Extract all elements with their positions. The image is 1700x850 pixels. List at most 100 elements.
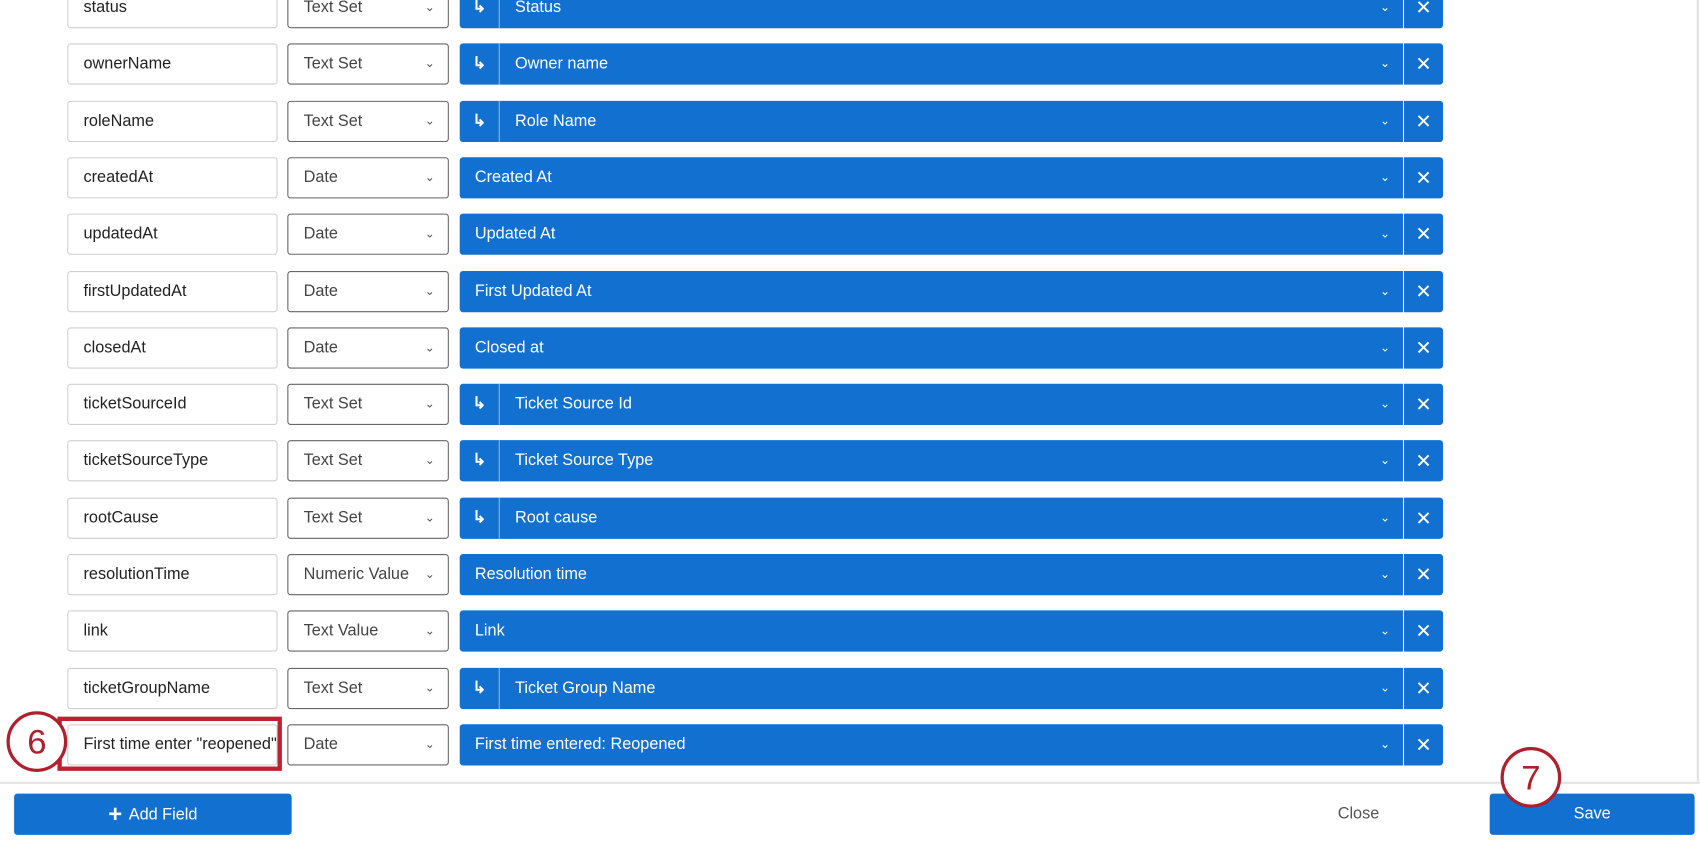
chevron-down-icon: ⌄: [1379, 454, 1390, 468]
remove-field-button[interactable]: ✕: [1404, 213, 1444, 255]
remove-field-button[interactable]: ✕: [1404, 327, 1444, 369]
field-name-input[interactable]: link: [67, 610, 278, 652]
annotation-step-7: 7: [1500, 747, 1562, 808]
remove-field-button[interactable]: ✕: [1404, 0, 1444, 29]
field-name-input[interactable]: First time enter "reopened": [67, 724, 278, 766]
remove-field-button[interactable]: ✕: [1404, 667, 1444, 709]
field-type-select[interactable]: Text Set ⌄: [287, 100, 449, 142]
field-row: rootCause Text Set ⌄ ↳ Root cause ⌄ ✕: [0, 497, 1700, 539]
field-type-select[interactable]: Text Value ⌄: [287, 610, 449, 652]
field-mapping-select[interactable]: Created At ⌄: [459, 157, 1403, 199]
field-name-input[interactable]: ticketSourceType: [67, 440, 278, 482]
field-type-select[interactable]: Date ⌄: [287, 270, 449, 312]
field-row: ticketSourceType Text Set ⌄ ↳ Ticket Sourc…: [0, 440, 1700, 482]
remove-field-button[interactable]: ✕: [1404, 724, 1444, 766]
field-mapping-select[interactable]: ↳ Ticket Group Name ⌄: [459, 667, 1403, 709]
chevron-down-icon: ⌄: [1379, 114, 1390, 128]
arrow-return-icon: ↳: [460, 497, 500, 539]
field-row: status Text Set ⌄ ↳ Status ⌄ ✕: [0, 0, 1700, 29]
field-mapping-select[interactable]: Updated At ⌄: [459, 213, 1403, 255]
arrow-return-icon: ↳: [460, 667, 500, 709]
field-mapping-select[interactable]: Resolution time ⌄: [459, 554, 1403, 596]
arrow-return-icon: ↳: [460, 0, 500, 29]
remove-field-button[interactable]: ✕: [1404, 157, 1444, 199]
remove-field-button[interactable]: ✕: [1404, 383, 1444, 426]
remove-field-button[interactable]: ✕: [1404, 497, 1444, 539]
field-type-select[interactable]: Text Set ⌄: [287, 43, 449, 85]
field-mapping-select[interactable]: First time entered: Reopened ⌄: [459, 724, 1403, 766]
chevron-down-icon: ⌄: [424, 511, 435, 525]
chevron-down-icon: ⌄: [424, 398, 435, 412]
field-row: ticketGroupName Text Set ⌄ ↳ Ticket Group …: [0, 667, 1700, 709]
field-mapping-select[interactable]: ↳ Ticket Source Id ⌄: [459, 383, 1403, 426]
chevron-down-icon: ⌄: [424, 681, 435, 695]
field-name-input[interactable]: firstUpdatedAt: [67, 270, 278, 312]
field-name-input[interactable]: closedAt: [67, 327, 278, 369]
field-mapping-select[interactable]: First Updated At ⌄: [459, 270, 1403, 312]
remove-field-button[interactable]: ✕: [1404, 43, 1444, 85]
field-type-select[interactable]: Text Set ⌄: [287, 0, 449, 29]
close-icon: ✕: [1415, 563, 1432, 586]
close-icon: ✕: [1415, 223, 1432, 246]
field-mapping-select[interactable]: ↳ Owner name ⌄: [459, 43, 1403, 85]
field-name-input[interactable]: ticketSourceId: [67, 383, 278, 426]
add-field-button[interactable]: + Add Field: [14, 793, 292, 835]
remove-field-button[interactable]: ✕: [1404, 440, 1444, 482]
chevron-down-icon: ⌄: [424, 454, 435, 468]
field-mapping-select[interactable]: Link ⌄: [459, 610, 1403, 652]
chevron-down-icon: ⌄: [1379, 57, 1390, 71]
annotation-step-6: 6: [6, 711, 68, 772]
field-row: resolutionTime Numeric Value ⌄ Resolution…: [0, 554, 1700, 596]
close-button[interactable]: Close: [1337, 804, 1380, 823]
field-type-select[interactable]: Text Set ⌄: [287, 383, 449, 426]
field-type-select[interactable]: Text Set ⌄: [287, 667, 449, 709]
close-icon: ✕: [1415, 336, 1432, 359]
remove-field-button[interactable]: ✕: [1404, 100, 1444, 142]
field-mapping-select[interactable]: ↳ Role Name ⌄: [459, 100, 1403, 142]
field-name-input[interactable]: updatedAt: [67, 213, 278, 255]
chevron-down-icon: ⌄: [424, 1, 435, 15]
field-type-select[interactable]: Text Set ⌄: [287, 440, 449, 482]
chevron-down-icon: ⌄: [424, 114, 435, 128]
field-type-select[interactable]: Date ⌄: [287, 157, 449, 199]
field-type-select[interactable]: Numeric Value ⌄: [287, 554, 449, 596]
field-name-input[interactable]: resolutionTime: [67, 554, 278, 596]
field-mapping-select[interactable]: Closed at ⌄: [459, 327, 1403, 369]
field-mapping-select[interactable]: ↳ Status ⌄: [459, 0, 1403, 29]
field-mapping-select[interactable]: ↳ Root cause ⌄: [459, 497, 1403, 539]
chevron-down-icon: ⌄: [424, 624, 435, 638]
chevron-down-icon: ⌄: [1379, 511, 1390, 525]
chevron-down-icon: ⌄: [1379, 171, 1390, 185]
field-type-select[interactable]: Date ⌄: [287, 327, 449, 369]
chevron-down-icon: ⌄: [1379, 738, 1390, 752]
field-name-input[interactable]: createdAt: [67, 157, 278, 199]
remove-field-button[interactable]: ✕: [1404, 554, 1444, 596]
remove-field-button[interactable]: ✕: [1404, 270, 1444, 312]
chevron-down-icon: ⌄: [1379, 624, 1390, 638]
chevron-down-icon: ⌄: [424, 284, 435, 298]
field-type-select[interactable]: Text Set ⌄: [287, 497, 449, 539]
arrow-return-icon: ↳: [460, 43, 500, 85]
close-icon: ✕: [1415, 733, 1432, 756]
chevron-down-icon: ⌄: [1379, 1, 1390, 15]
close-icon: ✕: [1415, 110, 1432, 132]
arrow-return-icon: ↳: [460, 440, 500, 482]
chevron-down-icon: ⌄: [1379, 341, 1390, 355]
field-mapping-select[interactable]: ↳ Ticket Source Type ⌄: [459, 440, 1403, 482]
field-name-input[interactable]: roleName: [67, 100, 278, 142]
chevron-down-icon: ⌄: [424, 568, 435, 582]
field-type-select[interactable]: Date ⌄: [287, 213, 449, 255]
field-row: ownerName Text Set ⌄ ↳ Owner name ⌄ ✕: [0, 43, 1700, 85]
field-name-input[interactable]: status: [67, 0, 278, 29]
field-type-select[interactable]: Date ⌄: [287, 724, 449, 766]
chevron-down-icon: ⌄: [1379, 284, 1390, 298]
field-name-input[interactable]: ticketGroupName: [67, 667, 278, 709]
remove-field-button[interactable]: ✕: [1404, 610, 1444, 652]
field-row: First time enter "reopened" Date ⌄ First …: [0, 724, 1700, 766]
field-name-input[interactable]: ownerName: [67, 43, 278, 85]
field-row: closedAt Date ⌄ Closed at ⌄ ✕: [0, 327, 1700, 369]
close-icon: ✕: [1415, 393, 1432, 416]
field-name-input[interactable]: rootCause: [67, 497, 278, 539]
chevron-down-icon: ⌄: [424, 57, 435, 71]
